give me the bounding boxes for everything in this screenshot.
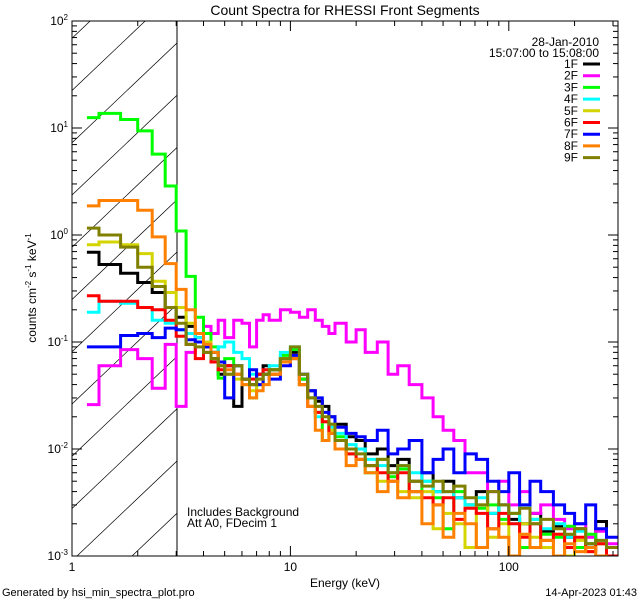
hatch-line [627,0,640,556]
hatch-line [72,199,177,300]
x-tick-label: 100 [499,560,519,574]
x-axis-label: Energy (keV) [310,576,380,590]
legend-label: 5F [564,104,578,118]
legend-label: 7F [564,127,578,141]
legend-item-5F: 5F [564,104,600,118]
hatch-line [72,408,177,509]
legend-item-9F: 9F [564,151,600,165]
footer-generated-by: Generated by hsi_min_spectra_plot.pro [2,587,195,599]
x-tick-label: 10 [284,560,298,574]
legend-label: 6F [564,116,578,130]
legend-label: 3F [564,80,578,94]
legend-item-6F: 6F [564,116,600,130]
legend-date: 28-Jan-2010 [532,35,600,49]
y-tick-label: 101 [50,120,68,135]
legend-label: 2F [564,69,578,83]
hatch-line [72,21,91,39]
legend-time-range: 15:07:00 to 15:08:00 [489,46,599,60]
hatch-line [72,21,146,91]
annotation-attenuator: Att A0, FDecim 1 [187,516,277,530]
hatch-line [407,0,640,556]
legend-item-4F: 4F [564,92,600,106]
hatch-line [72,94,177,196]
plot-frame [71,20,619,557]
hatch-line [242,0,640,556]
y-tick-label: 10-3 [48,548,69,563]
hatch-line [517,0,640,556]
hatch-line [572,0,640,556]
legend-item-1F: 1F [564,57,600,71]
hatch-line [72,251,177,353]
series-line-2F [86,308,618,546]
legend-item-8F: 8F [564,139,600,153]
annotation-background: Includes Background [187,505,299,519]
series-line-8F [86,199,608,556]
legend: 28-Jan-2010 15:07:00 to 15:08:00 1F2F3F4… [489,35,600,165]
legend-item-2F: 2F [564,69,600,83]
series-line-9F [86,226,618,549]
y-axis-label: counts cm-2 s-1 keV-1 [24,233,39,343]
legend-item-7F: 7F [564,127,600,141]
hatch-line [72,42,177,144]
hatch-line [72,147,177,248]
y-tick-label: 10-2 [48,441,69,456]
legend-item-3F: 3F [564,80,600,94]
footer-timestamp: 14-Apr-2023 01:43 [545,587,637,599]
legend-label: 8F [564,139,578,153]
y-tick-label: 10-1 [48,334,69,349]
y-tick-label: 102 [50,13,68,28]
hatch-line [76,460,177,556]
legend-label: 9F [564,151,578,165]
x-tick-label: 1 [69,560,76,574]
y-tick-label: 100 [50,227,68,242]
chart-title: Count Spectra for RHESSI Front Segments [210,2,479,18]
legend-label: 1F [564,57,578,71]
legend-label: 4F [564,92,578,106]
hatched-region [72,0,640,556]
